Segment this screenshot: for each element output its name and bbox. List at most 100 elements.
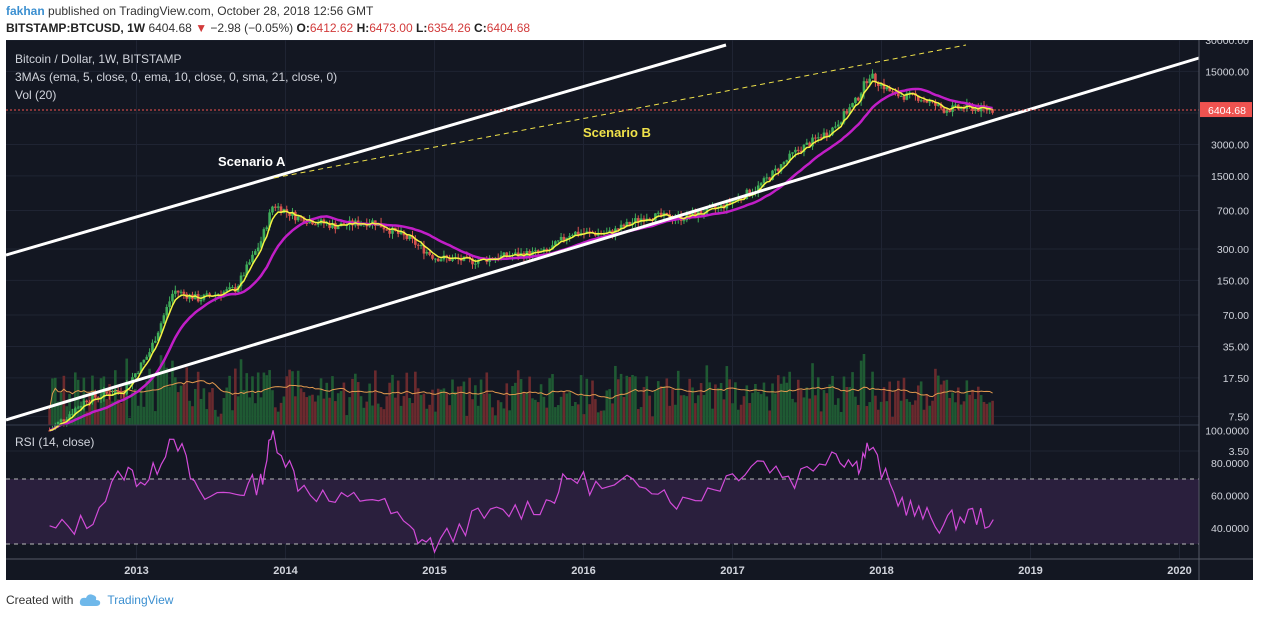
volume-bar: [328, 397, 331, 425]
rsi-line: [49, 430, 994, 554]
candle-body: [879, 83, 883, 86]
candle-body: [859, 93, 863, 101]
candle-body: [248, 262, 251, 265]
candle-body: [288, 212, 291, 216]
volume-bar: [776, 375, 780, 425]
volume-bar: [694, 403, 697, 425]
volume-bar: [734, 382, 737, 425]
volume-bar: [965, 380, 969, 425]
tradingview-link[interactable]: TradingView: [107, 593, 174, 607]
author-link[interactable]: fakhan: [6, 4, 45, 18]
volume-bar: [782, 376, 786, 425]
volume-bar: [251, 376, 254, 425]
volume-bar: [351, 378, 354, 425]
volume-bar: [805, 387, 809, 425]
volume-bar: [265, 375, 269, 425]
candle-body: [988, 109, 992, 111]
close-value: 6404.68: [486, 21, 531, 35]
candle-body: [65, 419, 69, 422]
volume-bar: [536, 402, 540, 425]
volume-bar: [671, 389, 674, 425]
candle-body: [834, 126, 837, 128]
volume-bar: [899, 400, 903, 425]
volume-bar: [485, 372, 489, 425]
volume-bar: [85, 411, 89, 425]
candle-body: [96, 397, 100, 399]
candle-body: [514, 252, 517, 256]
candle-body: [411, 235, 414, 239]
volume-bar: [808, 398, 811, 425]
volume-bar: [259, 397, 263, 425]
candle-body: [768, 177, 771, 180]
channel-lower-line[interactable]: [5, 56, 1200, 422]
candle-body: [885, 87, 889, 90]
volume-bar: [645, 376, 649, 425]
volume-bar: [396, 380, 400, 425]
volume-bar: [362, 407, 366, 425]
volume-bar: [294, 396, 297, 425]
candle-body: [891, 91, 894, 93]
volume-bar: [356, 382, 360, 425]
candle-body: [851, 103, 854, 108]
candle-body: [534, 250, 537, 252]
volume-bar: [491, 407, 494, 425]
candle-body: [408, 235, 411, 239]
time-axis[interactable]: 2013 2014 2015 2016 2017 2018 2019 2020: [124, 565, 1191, 577]
candle-body: [822, 132, 826, 139]
volume-bar: [568, 392, 571, 425]
volume-bar: [574, 401, 577, 425]
candle-body: [585, 231, 589, 234]
candle-body: [771, 170, 774, 180]
candle-body: [134, 373, 137, 378]
volume-bar: [868, 402, 871, 425]
volume-bar: [699, 383, 703, 425]
volume-bar: [876, 409, 880, 425]
candle-body: [874, 73, 877, 83]
chart-container[interactable]: Scenario A Scenario B 30000.00 15000.00 30…: [5, 35, 1253, 580]
candle-body: [59, 419, 63, 422]
legend-title: Bitcoin / Dollar, 1W, BITSTAMP: [15, 52, 182, 66]
legend-vol: Vol (20): [15, 88, 56, 102]
candle-body: [425, 251, 429, 254]
candle-body: [554, 241, 557, 246]
volume-bar: [231, 410, 234, 425]
price-tick-label: 1500.00: [1211, 171, 1249, 183]
volume-bar: [602, 410, 606, 425]
time-tick-label: 2018: [869, 565, 893, 577]
candle-body: [799, 150, 803, 153]
candle-body: [448, 257, 451, 261]
volume-bar: [359, 396, 363, 425]
volume-bar: [665, 378, 669, 425]
volume-bar: [228, 375, 231, 425]
volume-bar: [276, 411, 280, 425]
candle-body: [788, 153, 791, 161]
candle-body: [865, 81, 869, 84]
candle-body: [68, 414, 71, 420]
candle-body: [848, 107, 851, 114]
channel-upper-line[interactable]: [5, 43, 727, 257]
volume-bar: [342, 382, 346, 425]
volume-bar: [316, 395, 320, 425]
price-axis[interactable]: 30000.00 15000.00 3000.00 1500.00 700.00 300.…: [1205, 35, 1250, 458]
volume-bar: [434, 411, 437, 425]
chart-svg[interactable]: Scenario A Scenario B 30000.0015000.0030…: [5, 35, 1253, 580]
scenario-b-line[interactable]: [273, 44, 967, 179]
volume-bar: [48, 409, 51, 425]
volume-bar: [522, 392, 526, 425]
volume-bar: [896, 380, 900, 425]
volume-bar: [416, 388, 420, 425]
candle-body: [991, 109, 994, 113]
rsi-axis[interactable]: 100.0000 80.0000 60.0000 40.0000: [1205, 425, 1249, 535]
volume-bar: [814, 395, 817, 425]
candle-body: [205, 293, 209, 295]
price-tick-label: 7.50: [1229, 411, 1250, 423]
down-arrow-icon: ▼: [195, 21, 208, 35]
volume-bar: [622, 396, 626, 425]
volume-bar: [682, 395, 686, 425]
volume-bar: [296, 370, 300, 425]
candle-body: [388, 230, 391, 234]
candle-body: [159, 323, 163, 333]
candle-body: [116, 391, 120, 393]
volume-bar: [376, 403, 380, 425]
candle-body: [831, 127, 834, 135]
